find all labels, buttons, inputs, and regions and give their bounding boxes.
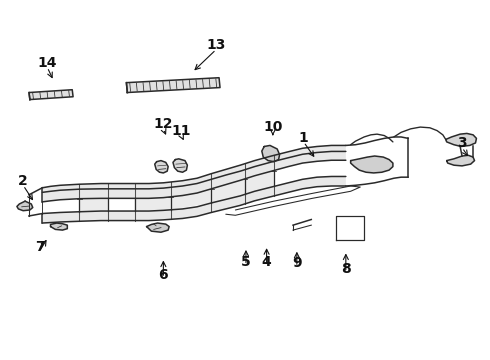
Text: 8: 8	[341, 262, 351, 276]
Polygon shape	[245, 171, 274, 194]
Polygon shape	[79, 198, 108, 212]
Polygon shape	[29, 90, 73, 100]
Text: 5: 5	[241, 255, 251, 269]
Polygon shape	[171, 189, 211, 210]
Text: 7: 7	[35, 240, 44, 254]
Polygon shape	[447, 155, 474, 166]
Text: 6: 6	[159, 267, 168, 282]
Text: 14: 14	[37, 56, 57, 70]
Polygon shape	[262, 145, 280, 162]
Text: 2: 2	[18, 174, 28, 188]
Polygon shape	[42, 176, 346, 223]
Polygon shape	[135, 197, 171, 211]
Polygon shape	[446, 134, 476, 147]
Polygon shape	[126, 78, 220, 93]
Polygon shape	[211, 179, 245, 203]
Polygon shape	[147, 223, 169, 232]
Text: 3: 3	[457, 136, 467, 150]
Polygon shape	[17, 201, 33, 211]
Text: 10: 10	[263, 120, 283, 134]
Polygon shape	[50, 223, 67, 230]
Text: 11: 11	[172, 124, 192, 138]
Text: 1: 1	[299, 131, 309, 145]
Text: 4: 4	[262, 255, 271, 269]
Text: 13: 13	[206, 38, 226, 52]
Polygon shape	[155, 161, 168, 173]
Text: 12: 12	[154, 117, 173, 131]
Polygon shape	[42, 145, 346, 202]
Polygon shape	[351, 156, 393, 173]
Text: 9: 9	[292, 256, 302, 270]
Polygon shape	[173, 159, 187, 172]
